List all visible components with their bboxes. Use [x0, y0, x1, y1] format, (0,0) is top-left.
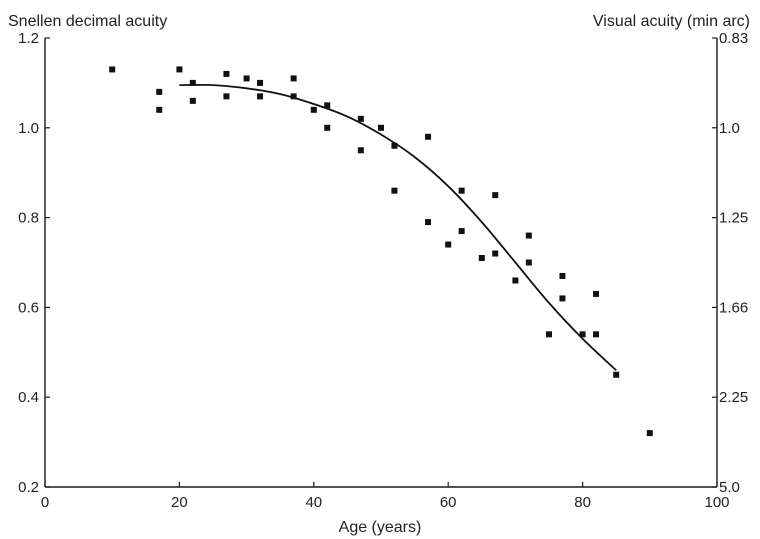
data-point: [357, 147, 364, 154]
fit-curve: [179, 83, 617, 371]
x-tick-label: 0: [41, 494, 49, 511]
data-point: [492, 250, 499, 257]
data-point: [223, 70, 230, 77]
right-y-tick-label: 1.0: [719, 120, 740, 137]
ticks-group: [44, 37, 718, 488]
left-y-tick-label: 1.2: [18, 30, 39, 47]
data-point: [156, 106, 163, 113]
data-point: [324, 124, 331, 131]
data-point: [290, 75, 297, 82]
right-y-tick-label: 1.25: [719, 210, 748, 227]
data-point: [257, 79, 264, 86]
data-point: [378, 124, 384, 131]
left-axis-title: Snellen decimal acuity: [8, 13, 167, 30]
data-point: [492, 192, 499, 199]
data-point: [425, 219, 432, 226]
data-point: [445, 241, 452, 248]
left-y-tick-label: 0.4: [18, 389, 39, 406]
data-point: [391, 187, 398, 194]
right-y-tick-label: 2.25: [719, 389, 748, 406]
x-axis-title: Age (years): [339, 519, 422, 536]
right-axis-title: Visual acuity (min arc): [593, 13, 750, 30]
left-y-tick-label: 0.8: [18, 210, 39, 227]
x-tick-label: 40: [305, 494, 322, 511]
data-point: [458, 228, 465, 235]
tick-labels-group: 0 20 40 60 80 100 0.2 0.4 0.6 0.8 1.0 1.2 0.83 1.0 1.2…: [18, 30, 748, 511]
data-points: [109, 66, 653, 437]
data-point: [109, 66, 116, 73]
right-y-tick-label: 5.0: [719, 479, 740, 496]
data-point: [646, 430, 653, 437]
data-point: [189, 79, 196, 86]
data-point: [546, 331, 552, 338]
x-tick-label: 80: [574, 494, 591, 511]
data-point: [290, 93, 297, 100]
data-point: [613, 371, 620, 378]
x-tick-label: 20: [171, 494, 188, 511]
x-tick-label: 60: [440, 494, 457, 511]
data-point: [559, 295, 566, 302]
data-point: [525, 232, 532, 239]
data-point: [156, 88, 163, 95]
left-y-tick-label: 1.0: [18, 120, 39, 137]
data-point: [525, 259, 532, 266]
x-tick-label: 100: [704, 494, 729, 511]
data-point: [425, 133, 432, 140]
right-y-tick-label: 1.66: [719, 299, 748, 316]
data-point: [593, 331, 600, 338]
data-point: [579, 331, 586, 338]
data-point: [223, 93, 230, 100]
data-point: [559, 272, 566, 279]
data-point: [176, 66, 183, 73]
left-y-tick-label: 0.6: [18, 299, 39, 316]
data-point: [593, 290, 600, 297]
data-point: [324, 102, 331, 109]
data-point: [357, 115, 364, 122]
data-point: [189, 97, 196, 104]
data-point: [512, 277, 519, 284]
data-point: [458, 187, 465, 194]
data-point: [310, 106, 317, 113]
data-point: [243, 75, 250, 82]
data-point: [391, 142, 398, 149]
data-point: [478, 255, 485, 262]
right-y-tick-label: 0.83: [719, 30, 748, 47]
left-y-tick-label: 0.2: [18, 479, 39, 496]
data-point: [257, 93, 264, 100]
